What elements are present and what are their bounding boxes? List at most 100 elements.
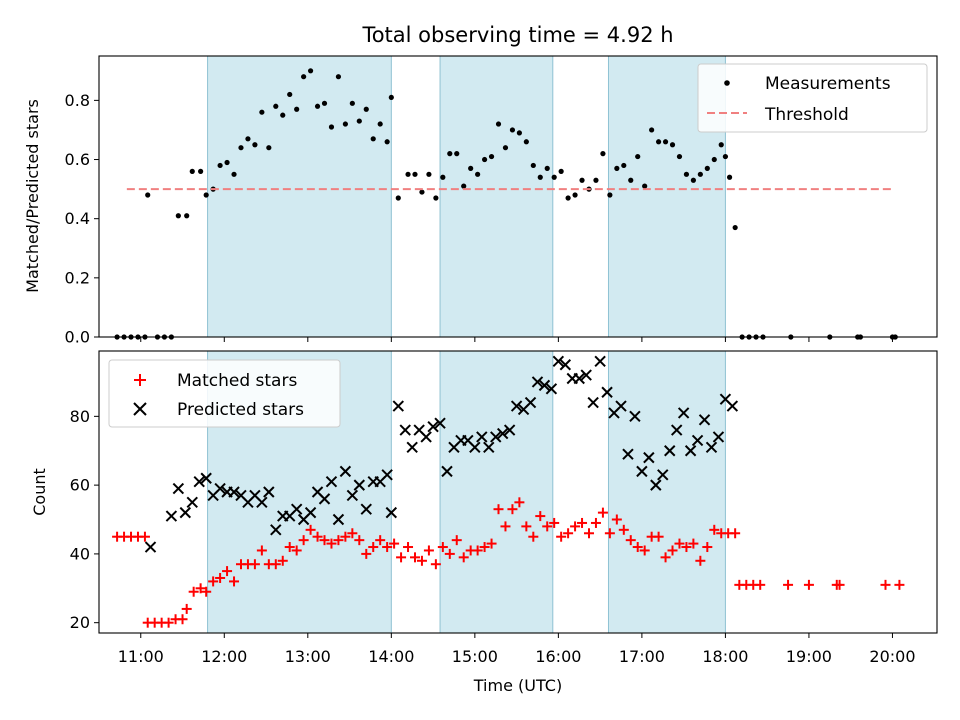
predicted-star-point	[677, 407, 690, 419]
measurement-point	[238, 145, 244, 151]
cross-b	[179, 506, 192, 519]
cross-b	[670, 424, 683, 436]
predicted-star-point	[664, 445, 676, 457]
cross-b	[399, 424, 411, 436]
measurement-point	[579, 177, 585, 183]
measurement-point	[488, 153, 495, 160]
cross-b	[559, 359, 572, 371]
shaded-interval-2	[439, 55, 554, 338]
y-ticks-top: 0.0 0.2 0.4 0.6 0.8	[65, 91, 99, 347]
cross-b	[538, 379, 551, 392]
matched-star-point	[674, 538, 685, 549]
matched-star-point	[368, 542, 379, 553]
matched-star-point	[755, 579, 766, 590]
matched-star-point	[563, 528, 574, 539]
cross-b	[360, 503, 372, 515]
measurement-point	[440, 174, 446, 180]
measurement-point	[349, 100, 355, 106]
cross-b	[615, 400, 627, 412]
predicted-star-point	[332, 513, 345, 526]
matched-star-point	[249, 559, 260, 570]
predicted-star-point	[385, 506, 398, 519]
matched-star-point	[375, 535, 386, 546]
predicted-star-point	[601, 386, 613, 398]
cross-b	[290, 503, 303, 515]
matched-star-point	[163, 617, 174, 628]
predicted-star-point	[615, 400, 627, 412]
measurement-point	[509, 127, 516, 133]
measurement-point	[245, 136, 251, 142]
predicted-star-point	[318, 493, 331, 505]
measurement-point	[544, 165, 550, 171]
cross-b	[165, 510, 178, 522]
y-tick-label: 80	[70, 407, 90, 426]
y-tick-label: 20	[70, 613, 90, 632]
predicted-star-point	[580, 369, 592, 381]
measurement-point	[565, 195, 571, 201]
measurement-point	[412, 171, 418, 177]
matched-star-point	[479, 542, 490, 553]
predicted-star-point	[538, 379, 551, 392]
predicted-star-point	[476, 431, 488, 443]
measurement-point	[722, 153, 729, 160]
x-tick-label: 15:00	[452, 647, 498, 666]
measurement-point	[635, 153, 641, 160]
matched-star-point	[660, 552, 671, 563]
measurement-point	[649, 127, 655, 133]
matched-star-point	[444, 548, 455, 559]
legend-marker-predicted	[133, 402, 147, 416]
measurement-point	[481, 156, 488, 163]
cross-b	[214, 482, 226, 495]
predicted-star-point	[691, 434, 704, 447]
cross-b	[573, 372, 585, 385]
predicted-star-point	[587, 396, 599, 409]
measurement-point	[447, 151, 453, 157]
x-tick-label: 13:00	[285, 647, 331, 666]
matched-star-point	[730, 528, 741, 539]
matched-star-point	[549, 517, 560, 528]
matched-star-point	[312, 531, 323, 542]
measurement-point	[600, 151, 606, 157]
y-tick-label: 60	[70, 476, 90, 495]
cross-b	[531, 376, 544, 388]
matched-star-point	[222, 566, 233, 577]
predicted-star-point	[698, 414, 711, 426]
predicted-star-point	[304, 506, 317, 519]
cross-b	[332, 513, 345, 526]
predicted-star-point	[353, 479, 366, 491]
measurement-point	[537, 174, 543, 180]
cross-b	[441, 465, 453, 478]
matched-star-point	[590, 517, 601, 528]
measurement-point	[669, 142, 676, 148]
x-tick-label: 12:00	[201, 647, 247, 666]
measurement-point	[711, 156, 717, 163]
matched-star-point	[305, 524, 316, 535]
measurement-point	[628, 177, 634, 183]
matched-star-point	[354, 535, 365, 546]
y-axis-label-bottom: Count	[30, 468, 49, 516]
predicted-star-point	[427, 420, 439, 433]
measurement-point	[454, 151, 460, 157]
matched-star-point	[514, 497, 525, 508]
measurement-point	[145, 192, 151, 198]
legend-label-threshold: Threshold	[764, 105, 849, 125]
cross-b	[587, 396, 599, 409]
measurement-point	[433, 195, 439, 201]
axes-frame-bottom	[98, 350, 938, 634]
cross-b	[249, 489, 261, 502]
predicted-star-point	[524, 396, 537, 409]
cross-b	[304, 506, 317, 519]
measurement-point	[655, 139, 662, 145]
y-tick-label: 0.4	[65, 209, 90, 228]
predicted-star-point	[144, 541, 157, 553]
matched-star-point	[570, 521, 581, 532]
matched-star-point	[382, 542, 393, 553]
measurement-point	[231, 171, 237, 177]
x-tick-label: 16:00	[535, 647, 581, 666]
measurement-point	[335, 74, 342, 80]
cross-b	[186, 496, 198, 509]
matched-star-point	[597, 507, 608, 518]
matched-star-point	[894, 579, 905, 590]
cross-b	[462, 434, 474, 447]
